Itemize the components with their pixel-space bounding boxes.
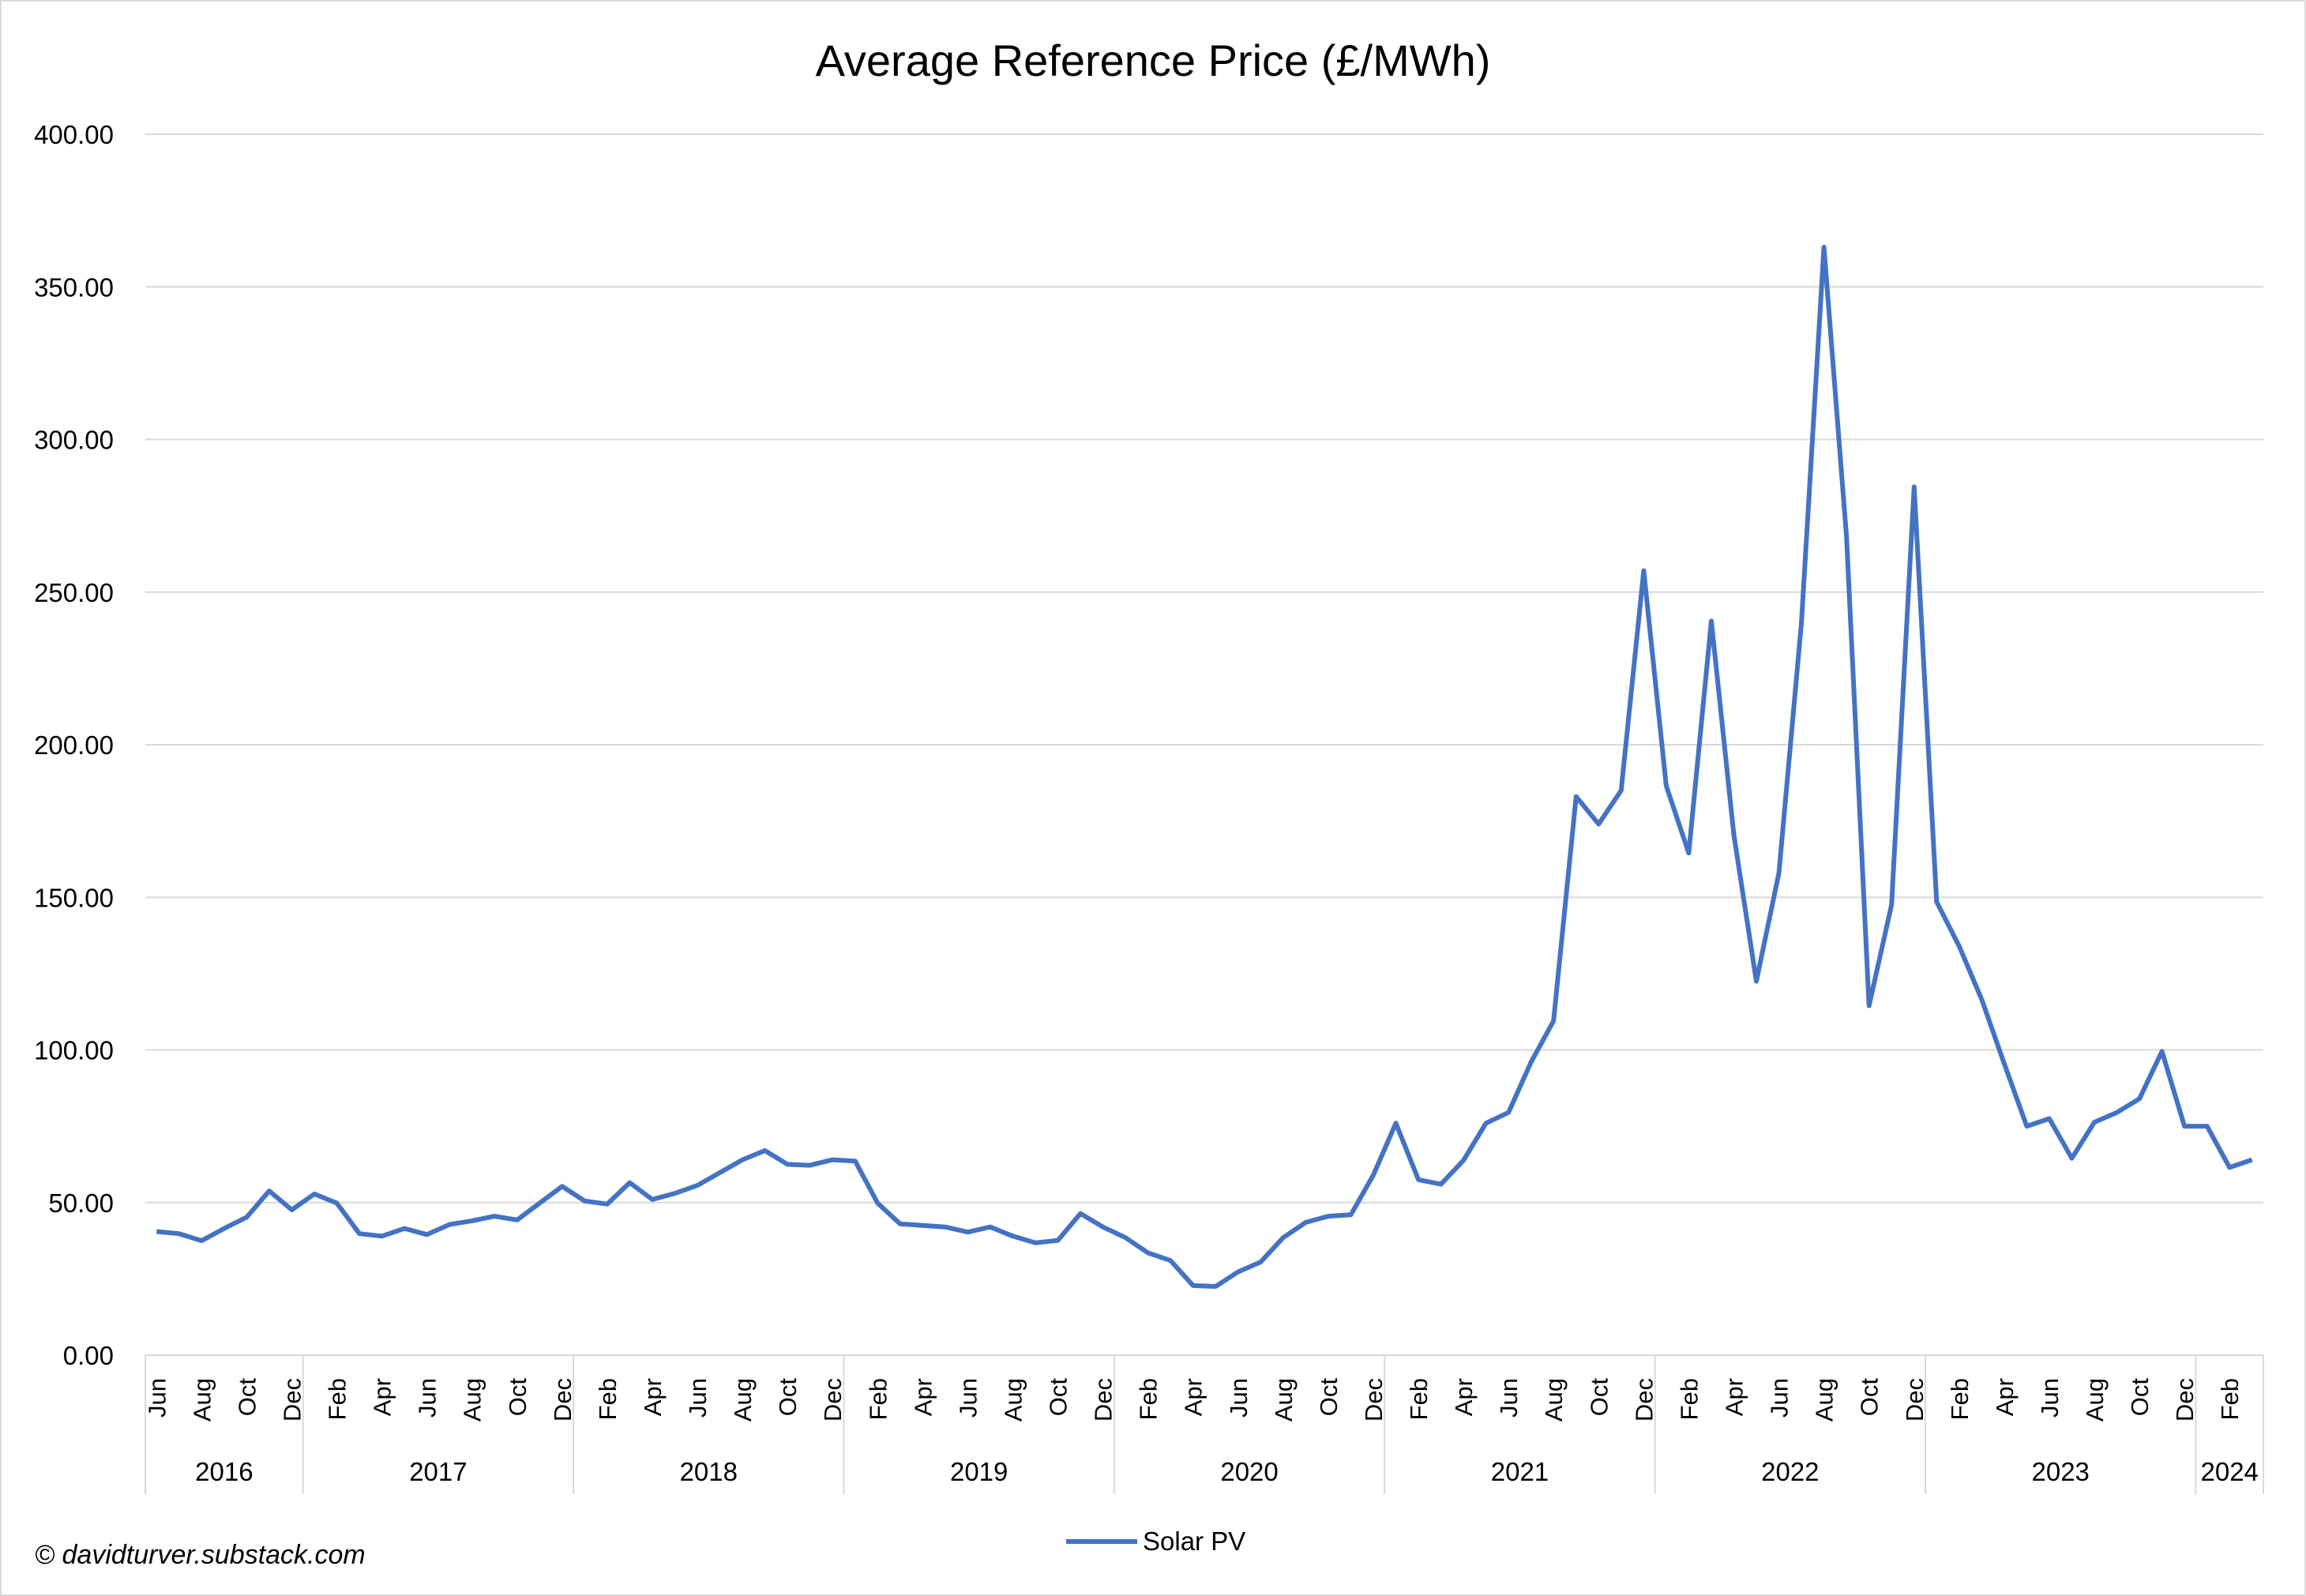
x-year-label: 2024 — [2200, 1457, 2258, 1486]
x-tick-label: Dec — [1360, 1378, 1388, 1421]
x-tick-label: Apr — [639, 1378, 667, 1416]
x-tick-label: Aug — [729, 1378, 757, 1421]
x-tick-label: Aug — [1540, 1378, 1568, 1421]
x-tick-label: Oct — [1045, 1378, 1072, 1417]
y-tick-label: 0.00 — [63, 1341, 114, 1370]
x-tick-label: Oct — [774, 1378, 802, 1417]
x-tick-label: Jun — [1495, 1378, 1523, 1418]
x-year-label: 2021 — [1491, 1457, 1549, 1486]
y-tick-label: 150.00 — [34, 883, 114, 912]
x-tick-label: Feb — [1675, 1378, 1703, 1420]
x-tick-label: Apr — [369, 1378, 396, 1416]
x-tick-label: Feb — [1405, 1378, 1433, 1420]
x-tick-label: Apr — [1180, 1378, 1207, 1416]
x-tick-label: Jun — [2036, 1378, 2064, 1418]
series-line-solar-pv — [156, 245, 2253, 1289]
legend: Solar PV — [1066, 1527, 1245, 1556]
x-tick-label: Aug — [2081, 1378, 2109, 1421]
y-tick-label: 250.00 — [34, 578, 114, 607]
x-tick-label: Aug — [188, 1378, 216, 1421]
x-axis: Jun Aug Oct Dec Feb Apr Jun Aug Oct Dec Feb Apr Jun A… — [143, 1355, 2264, 1494]
x-tick-label: Apr — [909, 1378, 937, 1416]
x-tick-label: Feb — [864, 1378, 892, 1420]
x-tick-label: Oct — [1315, 1378, 1343, 1417]
y-tick-label: 350.00 — [34, 272, 114, 302]
series-layer — [156, 245, 2253, 1289]
x-tick-label: Feb — [1135, 1378, 1162, 1420]
x-tick-label: Jun — [414, 1378, 441, 1418]
x-tick-label: Aug — [1270, 1378, 1298, 1421]
chart-title: Average Reference Price (£/MWh) — [816, 36, 1491, 85]
x-tick-label: Dec — [1630, 1378, 1658, 1421]
y-axis-tick-labels: 0.00 50.00 100.00 150.00 200.00 250.00 300.00 3… — [34, 120, 114, 1370]
x-tick-label: Dec — [278, 1378, 306, 1421]
x-tick-label: Dec — [2171, 1378, 2199, 1421]
credit-text: © davidturver.substack.com — [35, 1540, 366, 1570]
x-tick-label: Aug — [1811, 1378, 1838, 1421]
gridlines — [145, 133, 2263, 1356]
x-year-label: 2022 — [1761, 1457, 1819, 1486]
x-tick-label: Dec — [1090, 1378, 1117, 1421]
x-tick-label: Apr — [1450, 1378, 1478, 1416]
x-tick-label: Jun — [954, 1378, 982, 1418]
x-tick-label: Oct — [1585, 1378, 1613, 1417]
x-year-label: 2019 — [950, 1457, 1008, 1486]
x-tick-label: Jun — [684, 1378, 712, 1418]
x-year-label: 2018 — [680, 1457, 738, 1486]
x-tick-label: Oct — [233, 1378, 261, 1417]
x-tick-label: Oct — [504, 1378, 531, 1417]
x-tick-label: Dec — [549, 1378, 576, 1421]
y-tick-label: 300.00 — [34, 426, 114, 455]
x-tick-label: Apr — [1721, 1378, 1748, 1416]
y-tick-label: 100.00 — [34, 1036, 114, 1065]
x-tick-label: Oct — [2126, 1378, 2154, 1417]
legend-label-solar-pv: Solar PV — [1143, 1527, 1245, 1556]
y-tick-label: 200.00 — [34, 730, 114, 760]
x-tick-label: Oct — [1856, 1378, 1883, 1417]
x-year-label: 2023 — [2032, 1457, 2090, 1486]
x-year-label: 2017 — [409, 1457, 467, 1486]
x-tick-label: Aug — [999, 1378, 1027, 1421]
x-tick-label: Feb — [2216, 1378, 2244, 1420]
x-tick-label: Feb — [1946, 1378, 1974, 1420]
y-tick-label: 50.00 — [48, 1189, 114, 1218]
x-tick-label: Dec — [1901, 1378, 1929, 1421]
x-tick-label: Jun — [1225, 1378, 1253, 1418]
x-tick-label: Jun — [1766, 1378, 1793, 1418]
x-year-label: 2020 — [1220, 1457, 1278, 1486]
x-tick-label: Dec — [819, 1378, 847, 1421]
x-tick-label: Aug — [459, 1378, 486, 1421]
y-tick-label: 400.00 — [34, 120, 114, 149]
x-tick-label: Feb — [594, 1378, 622, 1420]
x-tick-label: Apr — [1991, 1378, 2019, 1416]
x-tick-label: Feb — [324, 1378, 351, 1420]
x-tick-label: Jun — [143, 1378, 171, 1418]
x-year-label: 2016 — [195, 1457, 253, 1486]
